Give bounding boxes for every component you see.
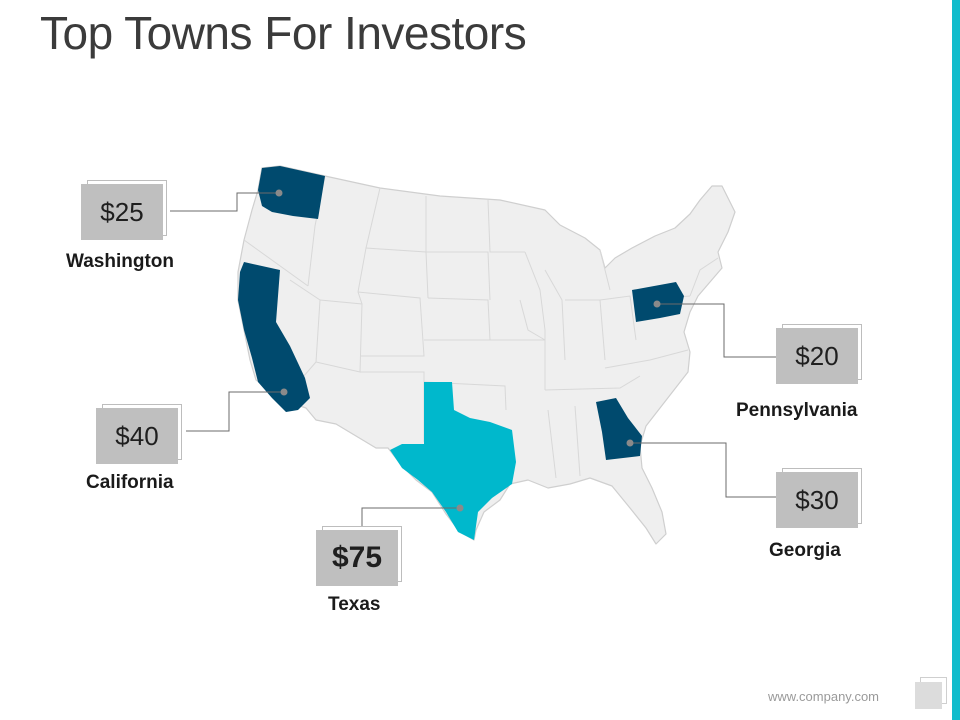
- state-texas: [390, 382, 516, 540]
- slide-title: Top Towns For Investors: [40, 7, 527, 59]
- state-california: [238, 262, 310, 412]
- leader-lines: [170, 192, 776, 526]
- label-california: California: [86, 472, 174, 493]
- state-borders: [243, 175, 719, 479]
- footer-url: www.company.com: [768, 689, 880, 704]
- label-georgia: Georgia: [769, 540, 841, 561]
- price-box-pennsylvania: $20: [776, 328, 858, 384]
- label-washington: Washington: [66, 251, 174, 272]
- footer-box: [915, 682, 942, 709]
- price-box-california: $40: [96, 408, 178, 464]
- price-box-georgia: $30: [776, 472, 858, 528]
- label-pennsylvania: Pennsylvania: [736, 400, 858, 421]
- accent-bar: [952, 0, 960, 720]
- price-box-texas: $75: [316, 530, 398, 586]
- leader-dots: [275, 189, 661, 512]
- state-washington: [258, 166, 325, 219]
- label-texas: Texas: [328, 594, 381, 615]
- price-box-washington: $25: [81, 184, 163, 240]
